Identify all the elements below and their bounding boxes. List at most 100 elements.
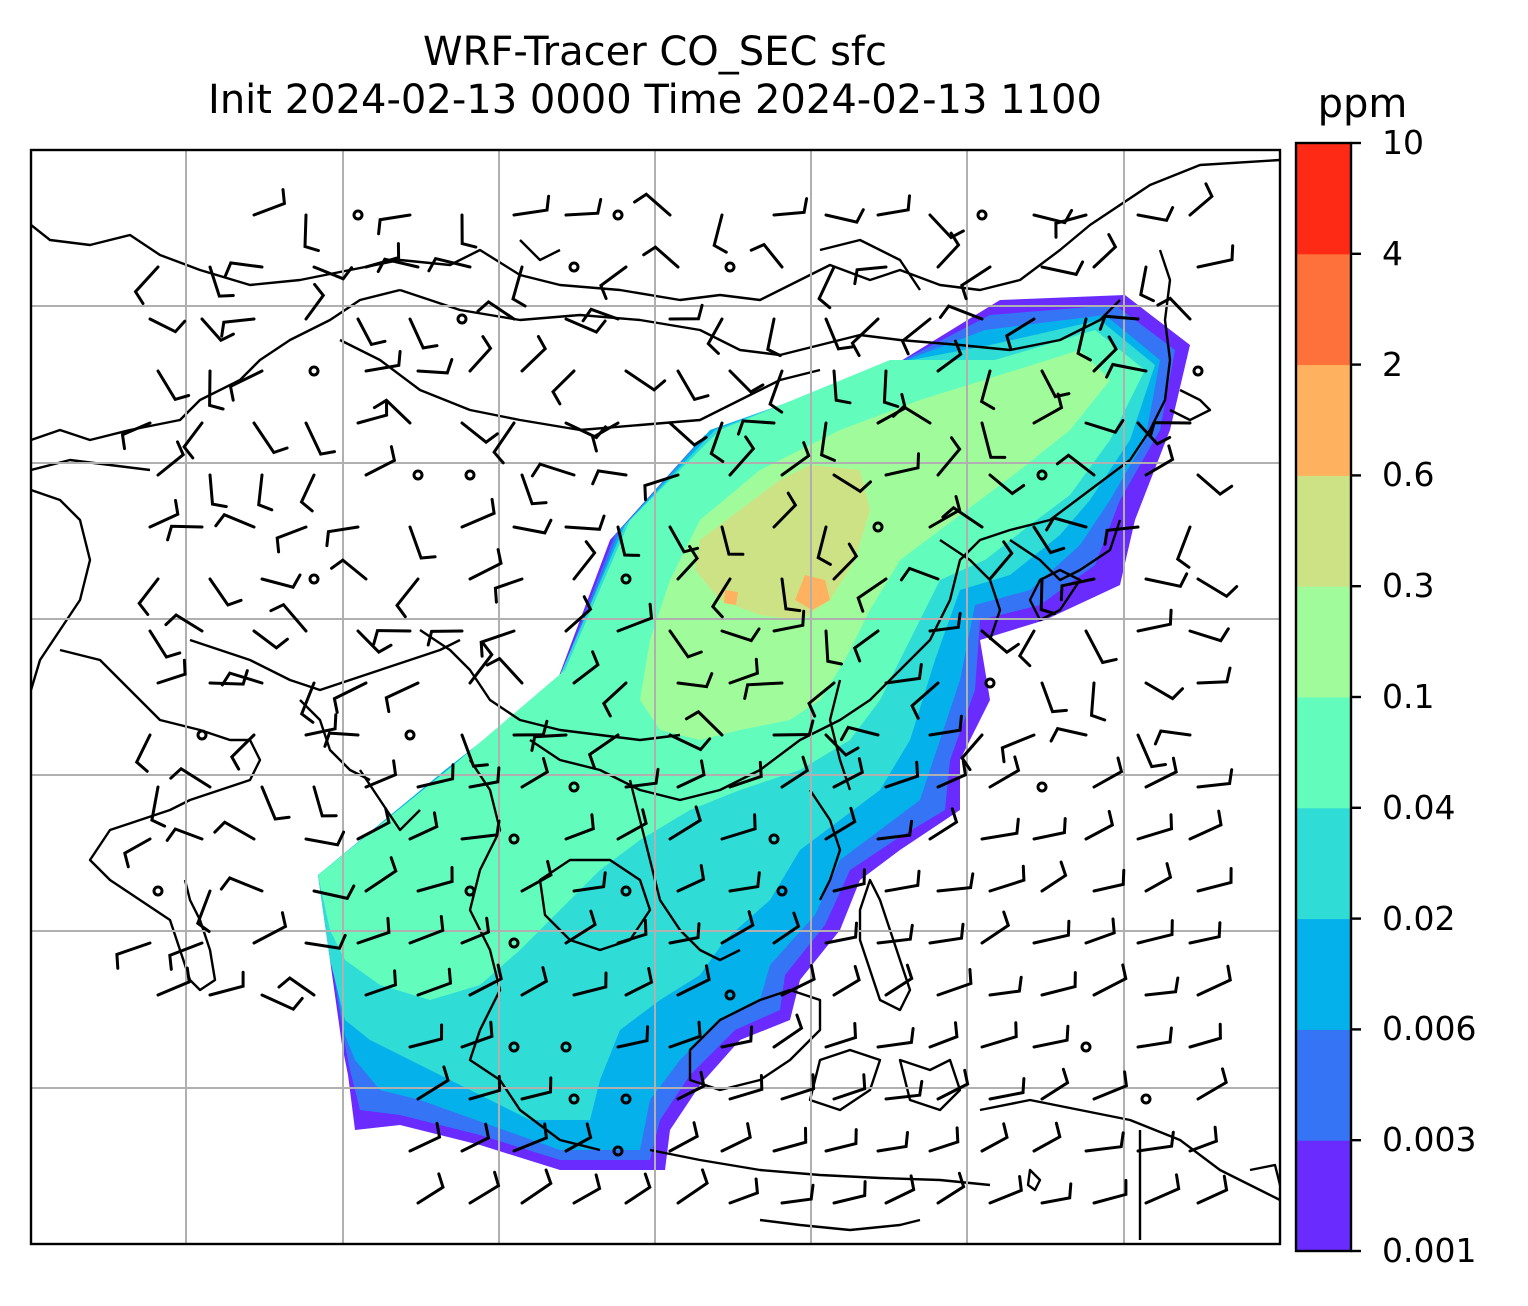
wind-barb	[1136, 733, 1167, 769]
wind-barb	[1196, 1174, 1229, 1205]
wind-barb	[1092, 233, 1118, 269]
field-level-7	[695, 465, 870, 620]
wind-barb	[372, 629, 412, 646]
wind-barb	[616, 918, 648, 945]
wind-barb	[468, 1170, 501, 1205]
wind-barb	[325, 525, 360, 548]
wind-barb	[706, 317, 724, 355]
wind-barb	[1000, 733, 1036, 764]
wind-barb	[323, 731, 360, 748]
colorbar-segment	[1296, 918, 1351, 1030]
wind-barb	[780, 577, 802, 613]
wind-barb	[277, 976, 316, 997]
wind-barb	[910, 681, 940, 720]
wind-barb	[299, 681, 316, 724]
wind-barb	[460, 1020, 494, 1049]
wind-barb	[1076, 317, 1092, 362]
wind-barb	[936, 1068, 970, 1101]
calm-wind-marker	[612, 1145, 624, 1157]
wind-barb	[156, 658, 187, 685]
wind-barb	[520, 1076, 553, 1101]
calm-wind-marker	[724, 261, 736, 273]
wind-barb	[1098, 314, 1140, 331]
wind-barb	[1175, 525, 1192, 569]
wind-barb	[884, 760, 920, 789]
wind-barb	[312, 884, 356, 901]
colorbar-segment	[1296, 143, 1351, 255]
wind-barb	[364, 759, 398, 789]
field-level-6	[640, 350, 1110, 740]
wind-barb	[1040, 860, 1068, 893]
wind-barb	[928, 1126, 960, 1153]
wind-barb	[642, 245, 680, 269]
wind-barb	[856, 577, 888, 613]
wind-barb	[832, 1180, 867, 1205]
calm-wind-marker	[508, 1041, 520, 1053]
wind-barb	[530, 733, 568, 752]
wind-barb	[133, 265, 160, 305]
wind-barb	[1059, 577, 1096, 602]
calm-wind-marker	[152, 885, 164, 897]
wind-barb	[408, 811, 439, 841]
title-line-1: WRF-Tracer CO_SEC sfc	[422, 29, 888, 75]
calm-wind-marker	[464, 469, 476, 481]
wind-barb	[468, 335, 493, 373]
wind-barb	[988, 1175, 1023, 1205]
wind-barb	[876, 1131, 909, 1153]
calm-wind-marker	[768, 833, 780, 845]
wind-barb	[850, 317, 880, 357]
wind-barb	[1040, 369, 1071, 399]
wind-barb	[252, 911, 288, 945]
wind-barb	[304, 282, 326, 321]
wind-barb	[520, 473, 548, 506]
wind-barb	[520, 757, 550, 789]
wind-barb	[891, 404, 932, 425]
wind-barb	[223, 261, 264, 278]
colorbar-tick-label: 0.04	[1382, 787, 1456, 827]
colorbar-segment	[1296, 1140, 1351, 1252]
wind-barb	[1032, 392, 1064, 425]
wind-barb	[115, 941, 152, 970]
calm-wind-marker	[196, 729, 208, 741]
wind-barb	[676, 759, 706, 789]
wind-barb	[356, 807, 391, 841]
wind-barb	[1136, 206, 1175, 222]
wind-barb	[928, 714, 963, 737]
wind-barb	[720, 627, 761, 643]
calm-wind-marker	[976, 209, 988, 221]
wind-barb	[1055, 453, 1096, 477]
wind-barb	[214, 512, 256, 529]
wind-barb	[182, 421, 204, 460]
wind-barb	[817, 265, 836, 310]
wind-barb	[148, 317, 187, 334]
wind-barb	[1148, 421, 1192, 438]
calm-wind-marker	[308, 573, 320, 585]
calm-wind-marker	[1036, 781, 1048, 793]
wind-barb	[219, 876, 264, 893]
colorbar-tick-label: 10	[1382, 123, 1424, 162]
wind-barb	[520, 859, 553, 893]
wind-barb	[408, 915, 445, 945]
wind-barb	[960, 733, 984, 772]
wind-barb	[876, 1027, 915, 1049]
wind-barb	[988, 540, 1014, 581]
wind-barb	[1196, 867, 1233, 893]
calm-wind-marker	[776, 885, 788, 897]
colorbar-segment	[1296, 253, 1351, 366]
calm-wind-marker	[412, 469, 424, 481]
wind-barb	[512, 1122, 549, 1153]
wind-barb	[668, 733, 712, 752]
colorbar-segment	[1296, 586, 1351, 698]
wind-barb	[988, 755, 1021, 789]
wind-barb	[564, 317, 607, 334]
wind-barb	[460, 213, 478, 249]
wind-barb	[165, 827, 204, 842]
wind-barb	[1196, 768, 1234, 789]
calm-wind-marker	[724, 989, 736, 1001]
wind-barb	[960, 265, 992, 301]
wind-barb	[468, 1074, 502, 1101]
wind-barb	[1084, 917, 1116, 945]
wind-barb	[1089, 681, 1107, 722]
wind-barb	[587, 733, 620, 770]
